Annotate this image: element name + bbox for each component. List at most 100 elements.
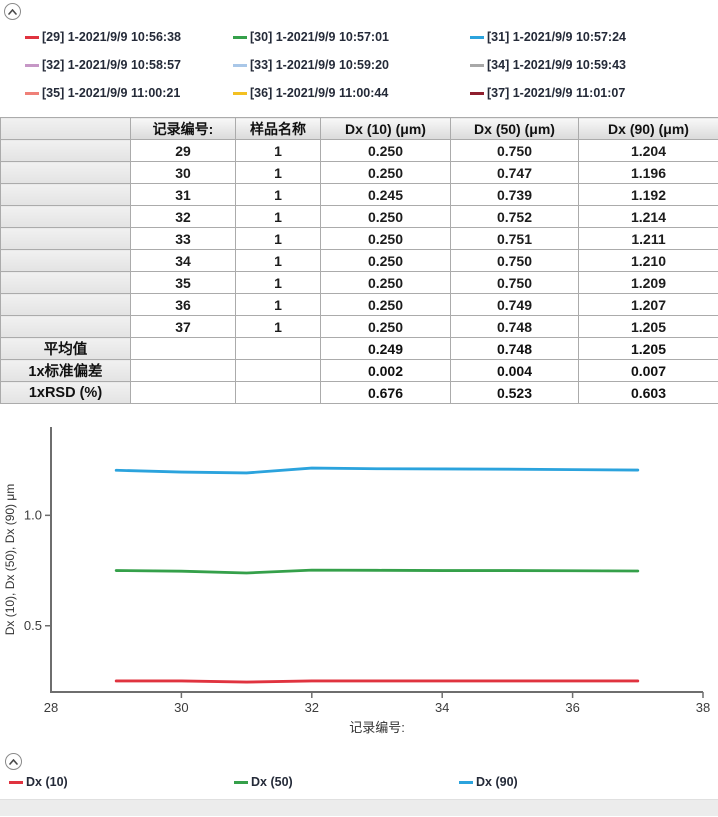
table-cell[interactable]: 1.209 <box>578 271 718 294</box>
table-cell[interactable]: 1 <box>235 161 321 184</box>
table-cell[interactable]: 36 <box>130 293 236 316</box>
collapse-button-bottom[interactable] <box>5 753 22 770</box>
table-cell[interactable]: 1.214 <box>578 205 718 228</box>
legend-item[interactable]: [29] 1-2021/9/9 10:56:38 <box>25 23 233 51</box>
summary-cell <box>235 381 321 404</box>
summary-cell: 0.004 <box>450 359 579 382</box>
table-cell[interactable]: 1 <box>235 139 321 162</box>
legend-item-label: Dx (10) <box>26 775 68 789</box>
row-selector-cell[interactable] <box>0 271 131 294</box>
table-cell[interactable]: 29 <box>130 139 236 162</box>
table-cell[interactable]: 0.250 <box>320 315 451 338</box>
table-row[interactable]: 36 1 0.250 0.749 1.207 <box>0 293 718 316</box>
table-row[interactable]: 35 1 0.250 0.750 1.209 <box>0 271 718 294</box>
table-row[interactable]: 31 1 0.245 0.739 1.192 <box>0 183 718 206</box>
legend-item[interactable]: [32] 1-2021/9/9 10:58:57 <box>25 51 233 79</box>
table-cell[interactable]: 0.250 <box>320 139 451 162</box>
x-tick-label: 32 <box>305 700 319 715</box>
table-cell[interactable]: 0.250 <box>320 161 451 184</box>
table-cell[interactable]: 0.750 <box>450 139 579 162</box>
table-cell[interactable]: 0.250 <box>320 249 451 272</box>
table-row[interactable]: 34 1 0.250 0.750 1.210 <box>0 249 718 272</box>
x-tick-label: 38 <box>696 700 710 715</box>
table-cell[interactable]: 0.747 <box>450 161 579 184</box>
table-header-row: 记录编号: 样品名称 Dx (10) (μm) Dx (50) (μm) Dx (90)… <box>0 117 718 140</box>
row-selector-cell[interactable] <box>0 183 131 206</box>
table-cell[interactable]: 37 <box>130 315 236 338</box>
table-cell[interactable]: 33 <box>130 227 236 250</box>
chevron-up-icon <box>9 758 18 765</box>
row-selector-cell[interactable] <box>0 205 131 228</box>
legend-item[interactable]: [33] 1-2021/9/9 10:59:20 <box>233 51 470 79</box>
legend-item-label: Dx (50) <box>251 775 293 789</box>
table-cell[interactable]: 0.750 <box>450 271 579 294</box>
table-cell[interactable]: 31 <box>130 183 236 206</box>
table-header: 记录编号: 样品名称 Dx (10) (μm) Dx (50) (μm) Dx (90)… <box>0 117 718 140</box>
table-cell[interactable]: 1 <box>235 293 321 316</box>
table-cell[interactable]: 0.749 <box>450 293 579 316</box>
legend-item-label: [30] 1-2021/9/9 10:57:01 <box>250 30 389 44</box>
table-cell[interactable]: 1.207 <box>578 293 718 316</box>
table-cell[interactable]: 0.750 <box>450 249 579 272</box>
table-cell[interactable]: 0.250 <box>320 271 451 294</box>
table-cell[interactable]: 1 <box>235 315 321 338</box>
table-cell[interactable]: 0.245 <box>320 183 451 206</box>
row-selector-cell[interactable] <box>0 293 131 316</box>
table-row[interactable]: 32 1 0.250 0.752 1.214 <box>0 205 718 228</box>
legend-item[interactable]: [30] 1-2021/9/9 10:57:01 <box>233 23 470 51</box>
legend-item[interactable]: [36] 1-2021/9/9 11:00:44 <box>233 79 470 107</box>
row-selector-cell[interactable] <box>0 227 131 250</box>
row-selector-cell[interactable] <box>0 315 131 338</box>
table-cell[interactable]: 0.739 <box>450 183 579 206</box>
legend-item-label: [37] 1-2021/9/9 11:01:07 <box>487 86 626 100</box>
table-cell[interactable]: 0.250 <box>320 205 451 228</box>
table-row[interactable]: 37 1 0.250 0.748 1.205 <box>0 315 718 338</box>
table-cell[interactable]: 34 <box>130 249 236 272</box>
table-cell[interactable]: 35 <box>130 271 236 294</box>
table-row[interactable]: 33 1 0.250 0.751 1.211 <box>0 227 718 250</box>
summary-cell: 0.249 <box>320 337 451 360</box>
x-tick-label: 36 <box>565 700 579 715</box>
table-cell[interactable]: 1.211 <box>578 227 718 250</box>
legend-item[interactable]: [31] 1-2021/9/9 10:57:24 <box>470 23 718 51</box>
legend-item[interactable]: Dx (90) <box>459 775 718 789</box>
legend-item[interactable]: [35] 1-2021/9/9 11:00:21 <box>25 79 233 107</box>
table-cell[interactable]: 0.250 <box>320 293 451 316</box>
table-cell[interactable]: 1.205 <box>578 315 718 338</box>
legend-item[interactable]: [37] 1-2021/9/9 11:01:07 <box>470 79 718 107</box>
row-selector-cell[interactable] <box>0 139 131 162</box>
table-cell[interactable]: 1 <box>235 227 321 250</box>
legend-item[interactable]: [34] 1-2021/9/9 10:59:43 <box>470 51 718 79</box>
table-cell[interactable]: 0.250 <box>320 227 451 250</box>
legend-item[interactable]: Dx (10) <box>9 775 234 789</box>
summary-cell: 0.007 <box>578 359 718 382</box>
column-header: 样品名称 <box>235 117 321 140</box>
table-cell[interactable]: 1 <box>235 183 321 206</box>
row-selector-cell[interactable] <box>0 161 131 184</box>
table-row[interactable]: 30 1 0.250 0.747 1.196 <box>0 161 718 184</box>
row-selector-cell[interactable] <box>0 249 131 272</box>
summary-cell: 1.205 <box>578 337 718 360</box>
table-cell[interactable]: 1 <box>235 249 321 272</box>
table-cell[interactable]: 0.752 <box>450 205 579 228</box>
chart-axes <box>50 427 703 693</box>
legend-line-swatch <box>233 91 247 95</box>
legend-item-label: [32] 1-2021/9/9 10:58:57 <box>42 58 181 72</box>
bottom-legend-panel: Dx (10) Dx (50) Dx (90) <box>0 739 718 799</box>
summary-cell <box>130 381 236 404</box>
table-cell[interactable]: 0.748 <box>450 315 579 338</box>
collapse-button-top[interactable] <box>4 3 21 20</box>
table-row[interactable]: 29 1 0.250 0.750 1.204 <box>0 139 718 162</box>
legend-item[interactable]: Dx (50) <box>234 775 459 789</box>
table-cell[interactable]: 1 <box>235 205 321 228</box>
legend-item-label: [33] 1-2021/9/9 10:59:20 <box>250 58 389 72</box>
table-cell[interactable]: 0.751 <box>450 227 579 250</box>
table-cell[interactable]: 30 <box>130 161 236 184</box>
table-cell[interactable]: 32 <box>130 205 236 228</box>
table-cell[interactable]: 1.196 <box>578 161 718 184</box>
summary-cell <box>130 359 236 382</box>
table-cell[interactable]: 1.192 <box>578 183 718 206</box>
table-cell[interactable]: 1 <box>235 271 321 294</box>
table-cell[interactable]: 1.204 <box>578 139 718 162</box>
table-cell[interactable]: 1.210 <box>578 249 718 272</box>
